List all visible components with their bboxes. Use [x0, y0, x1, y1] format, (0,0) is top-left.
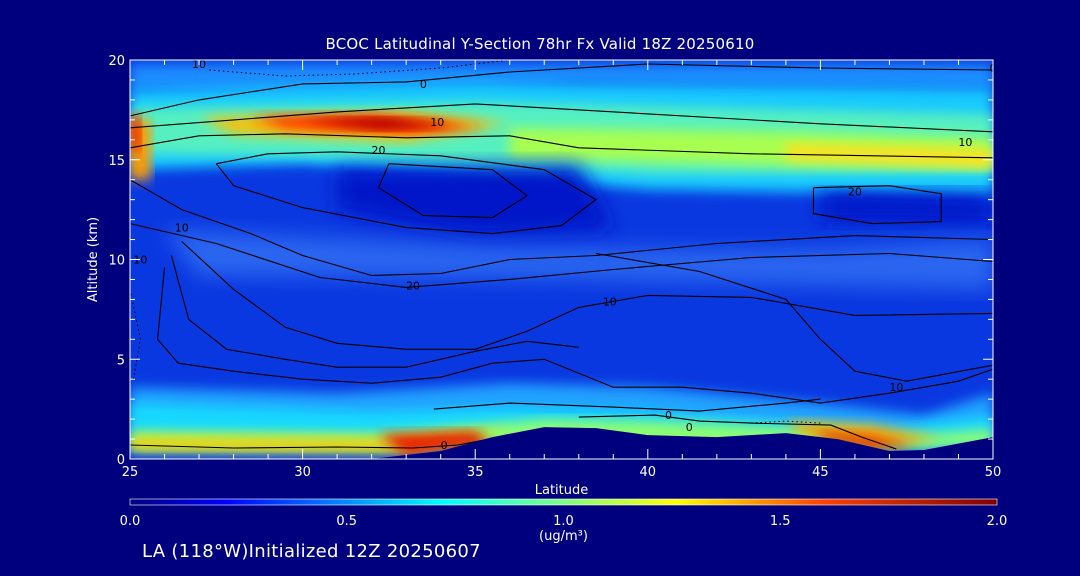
colorbar-gradient — [129, 498, 998, 506]
contour-label: 10 — [430, 116, 444, 129]
contour-label: 0 — [420, 78, 427, 91]
contour-line-3 — [130, 133, 993, 159]
contour-line-4 — [215, 151, 597, 235]
field-region-19 — [785, 421, 942, 447]
field-region-18 — [378, 431, 493, 455]
contour-line-10 — [157, 267, 993, 404]
x-tick-label: 45 — [812, 465, 829, 480]
colorbar-tick-label: 0.5 — [336, 514, 357, 529]
contour-line-13 — [433, 398, 821, 412]
contour-label: 10 — [175, 222, 189, 235]
contour-line-8 — [812, 185, 942, 225]
contour-line-11 — [170, 255, 579, 368]
contour-line-2 — [130, 103, 993, 133]
colorbar: 0.0 0.5 1.0 1.5 2.0 (ug/m³) — [120, 498, 1008, 544]
contour-label: 20 — [406, 279, 420, 292]
colorbar-tick-label: 2.0 — [987, 514, 1008, 529]
colorbar-tick-label: 0.0 — [120, 514, 141, 529]
contour-label: 10 — [889, 381, 903, 394]
y-tick-label: 5 — [117, 353, 125, 368]
init-footer: LA (118°W)Initialized 12Z 20250607 — [142, 541, 481, 562]
contour-label: 0 — [441, 439, 448, 452]
colorbar-tick-label: 1.0 — [553, 514, 574, 529]
contour-line-7 — [130, 223, 993, 288]
chart-title: BCOC Latitudinal Y-Section 78hr Fx Valid… — [325, 35, 755, 53]
contour-label: 10 — [603, 295, 617, 308]
contour-label: 0 — [686, 421, 693, 434]
colorbar-tick-label: 1.5 — [770, 514, 791, 529]
contour-line-12 — [595, 252, 993, 382]
y-tick-label: 0 — [117, 453, 125, 468]
contour-label: 20 — [848, 186, 862, 199]
y-tick-label: 20 — [108, 54, 125, 69]
contour-line-9 — [181, 241, 993, 350]
contour-lines: 10 0 10 20 10 10 20 10 0 10 20 10 0 0 0 — [130, 58, 997, 452]
contour-line-5 — [377, 163, 528, 219]
field-region-11 — [337, 165, 614, 236]
terrain-mask — [130, 427, 993, 459]
axes: 25 30 35 40 45 50 0 5 10 15 20 Latitude Altitude (km… — [86, 54, 1001, 498]
contour-label: 10 — [192, 58, 206, 71]
contour-label: 0 — [990, 62, 997, 75]
field-region-12 — [820, 191, 993, 224]
x-tick-label: 25 — [122, 465, 139, 480]
concentration-field — [130, 60, 993, 459]
y-tick-label: 10 — [108, 254, 125, 269]
contour-dotted-2 — [130, 289, 141, 380]
terrain-fill — [130, 427, 993, 459]
contour-dotted-1 — [209, 60, 510, 77]
field-region-8 — [302, 117, 458, 130]
contour-label: 10 — [133, 254, 147, 267]
contour-line-15 — [130, 434, 510, 449]
y-tick-label: 15 — [108, 154, 125, 169]
colorbar-unit-label: (ug/m³) — [539, 529, 588, 544]
x-tick-label: 30 — [294, 465, 311, 480]
x-tick-label: 35 — [467, 465, 484, 480]
x-axis-label: Latitude — [535, 483, 589, 498]
field-region-10 — [130, 115, 141, 152]
contour-label: 20 — [372, 144, 386, 157]
contour-line-6 — [130, 179, 993, 277]
field-region-13 — [164, 229, 993, 290]
contour-label: 10 — [958, 136, 972, 149]
contour-line-1 — [130, 63, 993, 117]
y-axis-label: Altitude (km) — [86, 217, 101, 302]
field-region-20 — [813, 431, 918, 449]
x-tick-label: 40 — [640, 465, 657, 480]
x-tick-label: 50 — [985, 465, 1002, 480]
contour-label: 0 — [665, 409, 672, 422]
